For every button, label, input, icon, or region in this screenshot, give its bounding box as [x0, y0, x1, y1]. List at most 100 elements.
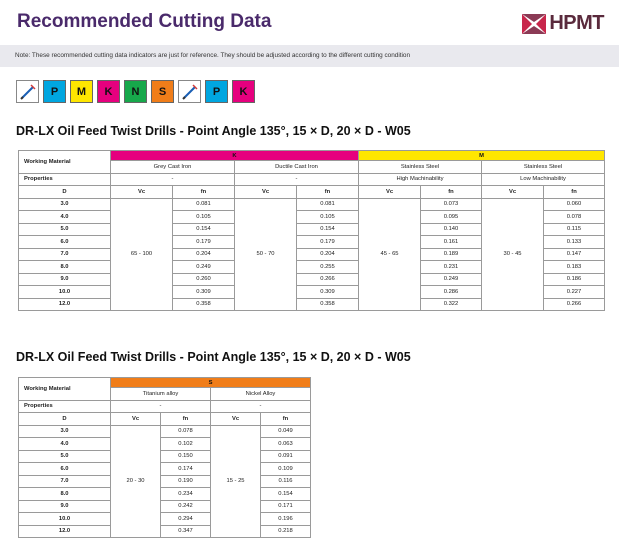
vc-value: 45 - 65	[358, 197, 421, 311]
fn-value: 0.322	[420, 297, 482, 311]
material-name: Stainless Steel	[480, 160, 606, 174]
fn-value: 0.147	[542, 247, 606, 261]
table-row: 6.0 0.174 0.109	[18, 462, 311, 476]
fn-value: 0.154	[260, 487, 311, 501]
group-m-header: M	[357, 150, 606, 161]
chip-s: S	[151, 80, 174, 103]
fn-value: 0.309	[172, 285, 235, 299]
d-value: 6.0	[18, 235, 111, 249]
vc-value: 20 - 30	[110, 424, 161, 538]
property-value: -	[110, 399, 211, 413]
d-value: 9.0	[18, 272, 111, 286]
material-chips: P M K N S P K	[16, 80, 255, 103]
fn-value: 0.095	[420, 210, 482, 224]
table-row: 10.0 0.309 0.309 0.286 0.227	[18, 285, 606, 299]
d-value: 4.0	[18, 210, 111, 224]
property-value: Low Machinability	[480, 172, 606, 186]
fn-value: 0.109	[260, 462, 311, 476]
fn-value: 0.115	[542, 222, 606, 236]
chip-n: N	[124, 80, 147, 103]
property-value: High Machinability	[358, 172, 482, 186]
d-value: 8.0	[18, 487, 111, 501]
fn-value: 0.081	[172, 197, 235, 211]
fn-value: 0.190	[160, 474, 211, 488]
vc-header: Vc	[110, 185, 173, 199]
d-value: 3.0	[18, 197, 111, 211]
d-value: 5.0	[18, 222, 111, 236]
chip-p: P	[43, 80, 66, 103]
property-value: -	[234, 172, 359, 186]
d-value: 9.0	[18, 499, 111, 513]
fn-value: 0.260	[172, 272, 235, 286]
d-value: 12.0	[18, 524, 111, 538]
vc-value: 50 - 70	[234, 197, 297, 311]
fn-value: 0.204	[172, 247, 235, 261]
fn-value: 0.309	[296, 285, 359, 299]
fn-value: 0.091	[260, 449, 311, 463]
fn-value: 0.102	[160, 437, 211, 451]
section-title-1: DR-LX Oil Feed Twist Drills - Point Angl…	[16, 124, 411, 138]
fn-value: 0.196	[260, 512, 311, 526]
drill-icon	[16, 80, 39, 103]
page-title: Recommended Cutting Data	[17, 11, 272, 32]
fn-value: 0.266	[542, 297, 606, 311]
fn-value: 0.105	[296, 210, 359, 224]
vc-header: Vc	[110, 412, 161, 426]
group-k-header: K	[110, 150, 359, 161]
vc-header: Vc	[358, 185, 421, 199]
d-value: 6.0	[18, 462, 111, 476]
material-name: Stainless Steel	[358, 160, 482, 174]
group-s-header: S	[110, 377, 311, 388]
fn-value: 0.249	[420, 272, 482, 286]
material-name: Titanium alloy	[110, 387, 211, 401]
fn-value: 0.186	[542, 272, 606, 286]
d-header: D	[18, 412, 111, 426]
working-material-label: Working Material	[18, 150, 111, 174]
fn-value: 0.174	[160, 462, 211, 476]
table-row: 10.0 0.294 0.196	[18, 512, 311, 526]
vc-header: Vc	[481, 185, 544, 199]
chip-p-2: P	[205, 80, 228, 103]
vc-value: 15 - 25	[210, 424, 261, 538]
material-name: Ductile Cast Iron	[234, 160, 359, 174]
table-row: 12.0 0.347 0.218	[18, 524, 311, 538]
vc-header: Vc	[234, 185, 297, 199]
table-row: 4.0 0.102 0.063	[18, 437, 311, 451]
fn-value: 0.231	[420, 260, 482, 274]
vc-header: Vc	[210, 412, 261, 426]
fn-value: 0.081	[296, 197, 359, 211]
d-value: 10.0	[18, 512, 111, 526]
d-value: 3.0	[18, 424, 111, 438]
fn-value: 0.266	[296, 272, 359, 286]
fn-value: 0.286	[420, 285, 482, 299]
d-value: 8.0	[18, 260, 111, 274]
fn-header: fn	[420, 185, 482, 199]
fn-value: 0.358	[172, 297, 235, 311]
table-row: 5.0 0.150 0.091	[18, 449, 311, 463]
section-title-2: DR-LX Oil Feed Twist Drills - Point Angl…	[16, 350, 411, 364]
chip-k: K	[97, 80, 120, 103]
fn-value: 0.358	[296, 297, 359, 311]
material-name: Nickel Alloy	[210, 387, 311, 401]
d-value: 7.0	[18, 474, 111, 488]
fn-value: 0.154	[172, 222, 235, 236]
d-value: 4.0	[18, 437, 111, 451]
table-row: 9.0 0.242 0.171	[18, 499, 311, 513]
chip-k-2: K	[232, 80, 255, 103]
fn-header: fn	[260, 412, 311, 426]
fn-value: 0.049	[260, 424, 311, 438]
d-header: D	[18, 185, 111, 199]
chip-m: M	[70, 80, 93, 103]
property-value: -	[210, 399, 311, 413]
table-row: 3.0 20 - 30 0.078 15 - 25 0.049	[18, 424, 311, 538]
table-row: 12.0 0.358 0.358 0.322 0.266	[18, 297, 606, 311]
fn-value: 0.140	[420, 222, 482, 236]
fn-value: 0.255	[296, 260, 359, 274]
vc-value: 65 - 100	[110, 197, 173, 311]
fn-value: 0.234	[160, 487, 211, 501]
fn-value: 0.242	[160, 499, 211, 513]
note-bar: Note: These recommended cutting data ind…	[0, 45, 619, 67]
working-material-label: Working Material	[18, 377, 111, 401]
fn-value: 0.249	[172, 260, 235, 274]
cutting-table-2: Working Material S Titanium alloy Nickel…	[18, 377, 311, 538]
